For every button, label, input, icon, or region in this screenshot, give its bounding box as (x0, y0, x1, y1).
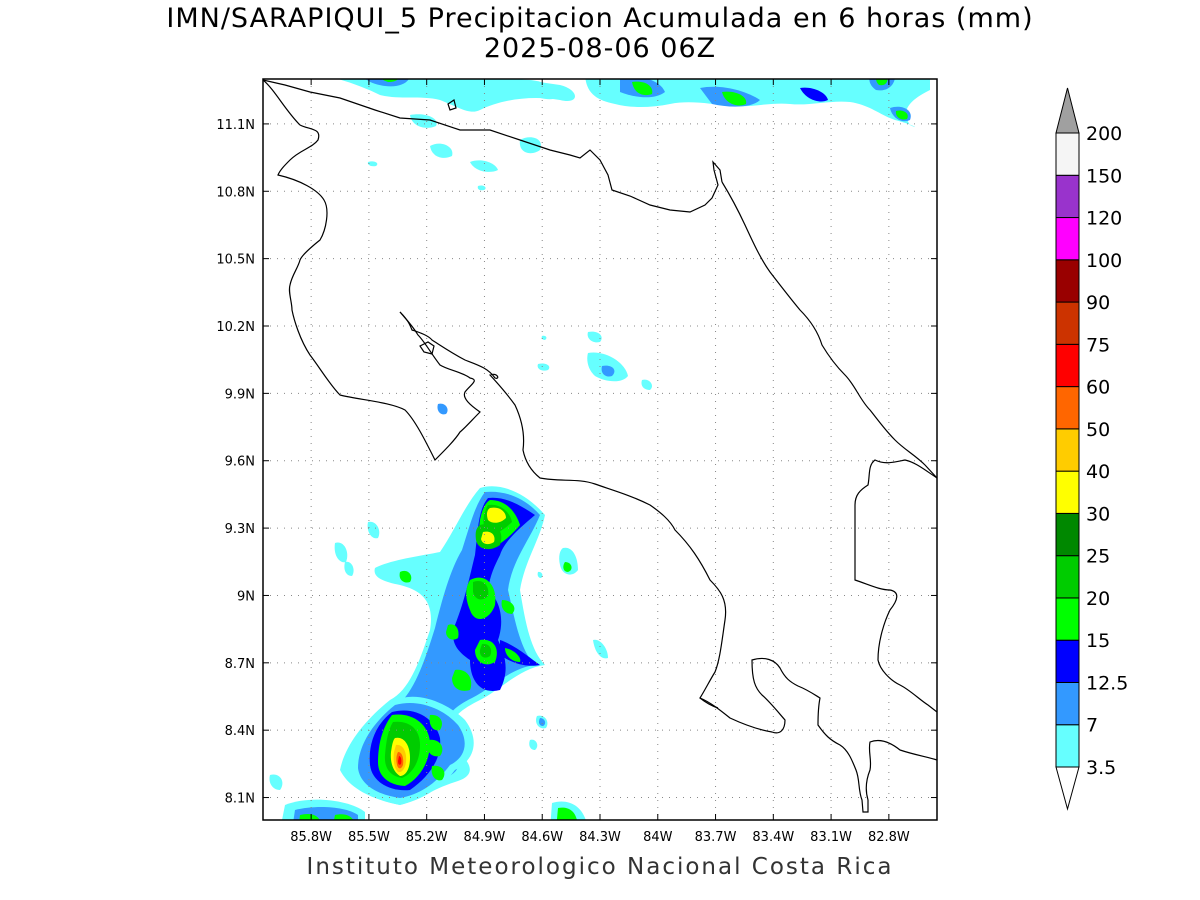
colorbar-box (1055, 132, 1080, 176)
island-chira (419, 341, 435, 355)
colorbar-box (1055, 512, 1080, 557)
colorbar-box (1055, 259, 1080, 303)
coastline-nicoya-gulf (399, 311, 937, 813)
colorbar-label: 20 (1086, 588, 1110, 610)
colorbar-label: 90 (1086, 292, 1110, 314)
lat-tick-label: 9.6N (225, 455, 255, 470)
colorbar-label: 7 (1086, 715, 1098, 737)
colorbar-box (1055, 639, 1080, 683)
colorbar-label: 25 (1086, 546, 1110, 568)
lon-tick-label: 85.8W (290, 830, 332, 845)
map-frame (262, 78, 938, 821)
lat-tick-label: 8.1N (225, 792, 255, 807)
longitude-axis: 85.8W 85.5W 85.2W 84.9W 84.6W 84.3W 84W 83.7W 83… (290, 79, 910, 845)
lat-tick-label: 10.2N (216, 320, 255, 335)
colorbar-box (1055, 681, 1080, 726)
border-panama (854, 459, 937, 713)
colorbar-box (1055, 301, 1080, 345)
precip-north-edge (338, 79, 930, 191)
precip-bottom-edge (269, 774, 586, 820)
colorbar-under-triangle (1055, 766, 1080, 811)
lon-tick-label: 85.5W (348, 830, 390, 845)
precipitation-field (269, 79, 930, 820)
lat-tick-label: 10.5N (216, 253, 255, 268)
lat-tick-label: 10.8N (216, 185, 255, 200)
lon-tick-label: 82.8W (868, 830, 910, 845)
colorbar-box (1055, 555, 1080, 599)
lon-tick-label: 84W (643, 830, 673, 845)
lon-tick-label: 83.4W (752, 830, 794, 845)
lon-tick-label: 83.7W (695, 830, 737, 845)
colorbar-label: 40 (1086, 461, 1110, 483)
map-gridlines (263, 79, 937, 820)
colorbar-label: 120 (1086, 208, 1122, 230)
chart-title: IMN/SARAPIQUI_5 Precipitacion Acumulada … (166, 3, 1034, 34)
coastline-burica (699, 697, 719, 709)
lon-tick-label: 84.3W (579, 830, 621, 845)
colorbar-label: 50 (1086, 419, 1110, 441)
precip-scattered (334, 331, 653, 750)
colorbar-label: 12.5 (1086, 672, 1128, 694)
lon-tick-label: 84.6W (521, 830, 563, 845)
latitude-axis: 8.1N 8.4N 8.7N 9N 9.3N 9.6N 9.9N 10.2N 10.5N 10.8… (216, 118, 937, 807)
colorbar-label: 150 (1086, 165, 1122, 187)
colorbar-label: 3.5 (1086, 757, 1116, 779)
colorbar-over-triangle (1055, 87, 1080, 134)
colorbar-box (1055, 470, 1080, 514)
colorbar-legend: 3.5 7 12.5 15 20 25 30 40 50 60 75 90 100 120 150 200 (1055, 87, 1128, 811)
lat-tick-label: 11.1N (216, 118, 255, 133)
lon-tick-label: 85.2W (406, 830, 448, 845)
colorbar-label: 75 (1086, 334, 1110, 356)
lat-tick-label: 9N (237, 589, 255, 604)
lon-tick-label: 84.9W (464, 830, 506, 845)
precip-core-south (350, 696, 474, 805)
colorbar-box (1055, 343, 1080, 388)
lon-tick-label: 83.1W (810, 830, 852, 845)
coastline-nicaragua-border (263, 79, 723, 213)
island-north-lake (447, 99, 457, 111)
colorbar-box (1055, 724, 1080, 768)
colorbar-label: 100 (1086, 250, 1122, 272)
lat-tick-label: 9.3N (225, 522, 255, 537)
colorbar-label: 15 (1086, 630, 1110, 652)
lat-tick-label: 8.4N (225, 724, 255, 739)
colorbar-box (1055, 386, 1080, 430)
colorbar-box (1055, 597, 1080, 641)
lat-tick-label: 9.9N (225, 387, 255, 402)
coastline-caribbean (721, 181, 937, 479)
colorbar-label: 30 (1086, 503, 1110, 525)
colorbar-box (1055, 217, 1080, 261)
colorbar-label: 200 (1086, 123, 1122, 145)
credit-footer: Instituto Meteorologico Nacional Costa R… (306, 854, 894, 880)
coastline-pacific-north (263, 79, 481, 462)
colorbar-box (1055, 174, 1080, 219)
lat-tick-label: 8.7N (225, 657, 255, 672)
chart-subtitle-date: 2025-08-06 06Z (483, 33, 717, 64)
colorbar-box (1055, 428, 1080, 472)
coastlines-borders (263, 79, 937, 813)
colorbar-label: 60 (1086, 377, 1110, 399)
